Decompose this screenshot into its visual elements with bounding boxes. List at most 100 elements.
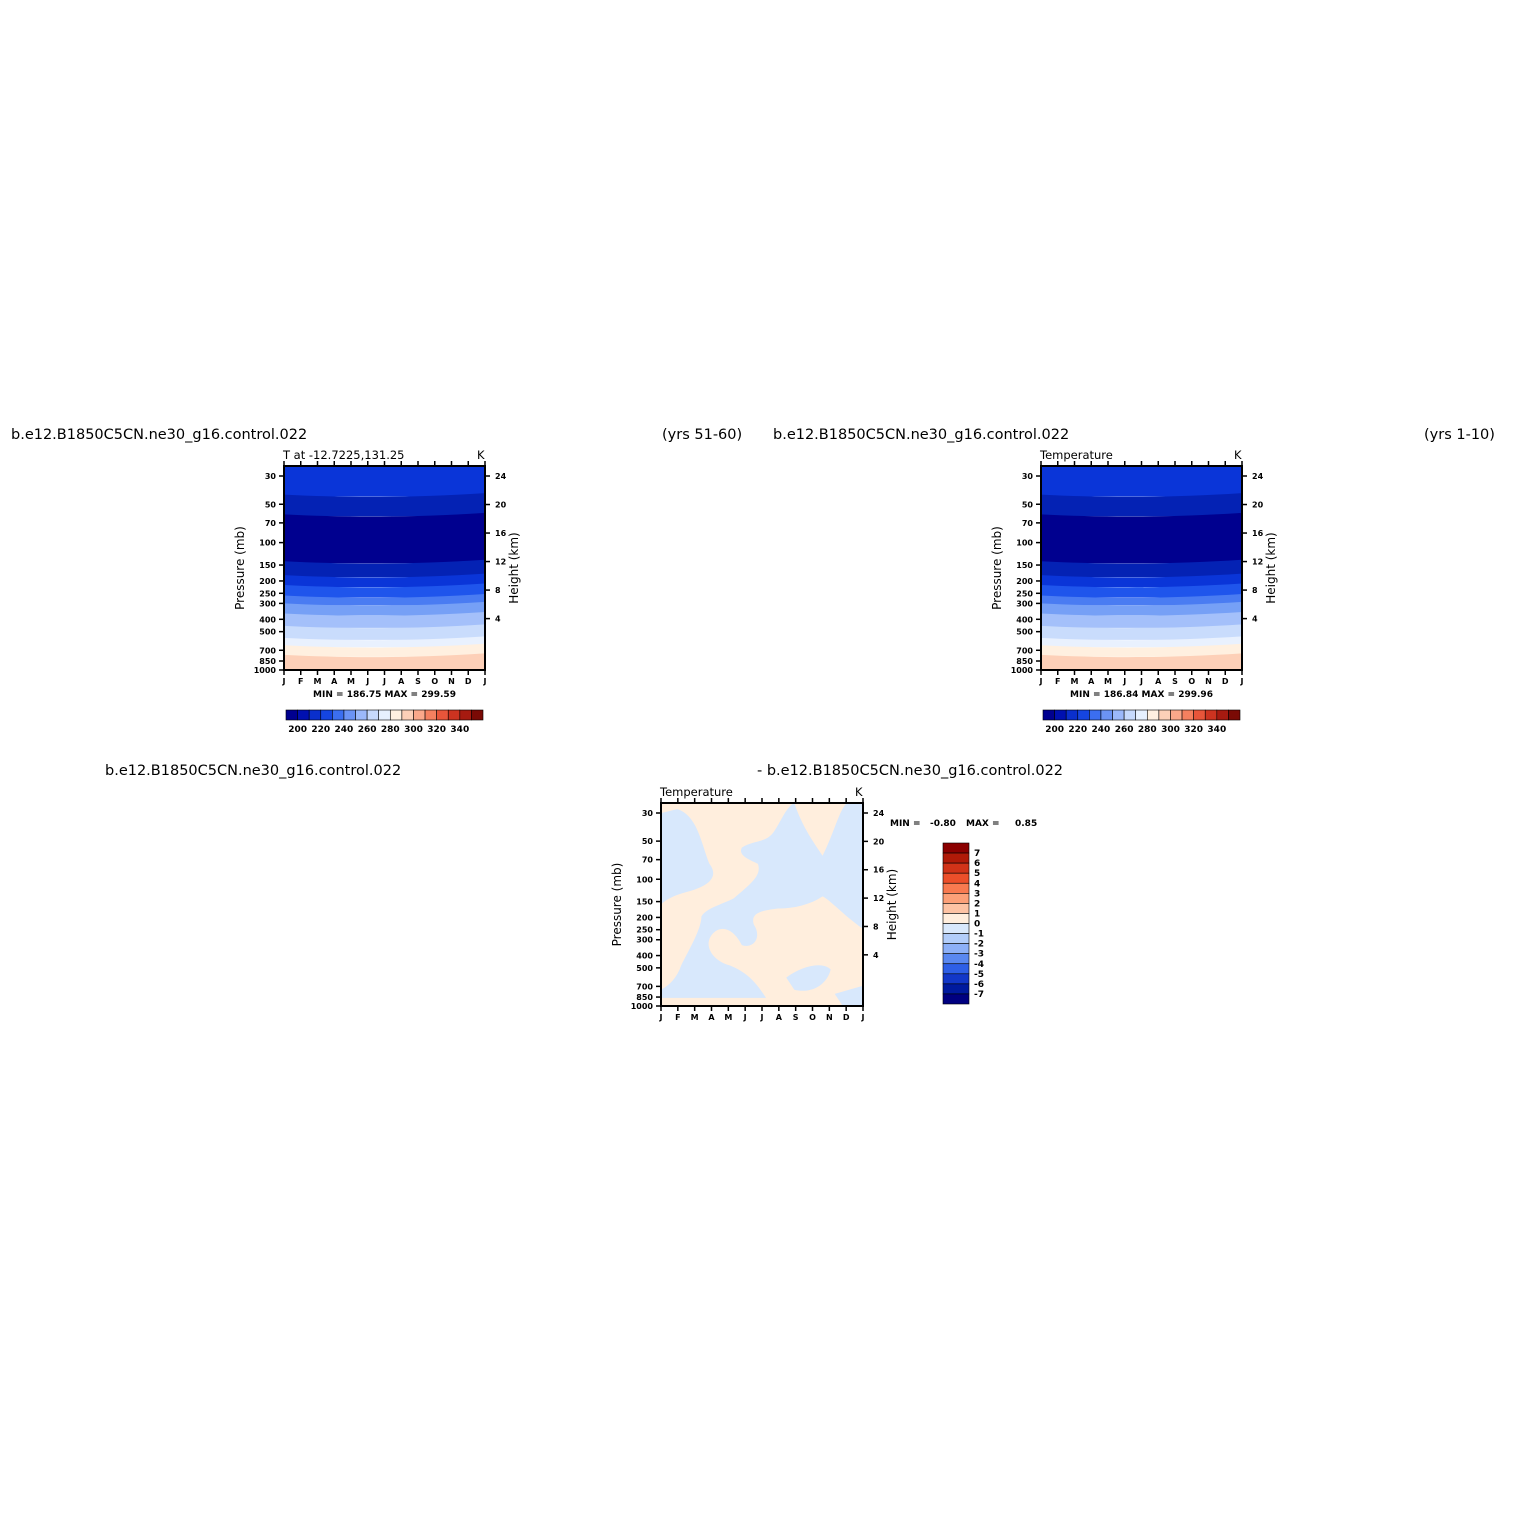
right-y2label: Height (km) — [1264, 532, 1278, 603]
right-ytick-label: 300 — [1016, 599, 1033, 608]
left-xtick-label: O — [431, 677, 438, 686]
right-colorbar-label: 200 — [1045, 725, 1064, 735]
diff-ytick-label: 850 — [636, 993, 653, 1002]
diff-case-title-right: - b.e12.B1850C5CN.ne30_g16.control.022 — [757, 763, 1064, 779]
left-band — [284, 593, 485, 606]
left-ytick-label: 1000 — [254, 666, 277, 675]
right-ytick-label: 500 — [1016, 628, 1033, 637]
diff-colorbar-label: 4 — [974, 879, 980, 889]
left-colorbar-swatch — [389, 709, 403, 721]
right-band — [1041, 601, 1242, 616]
right-case-title: b.e12.B1850C5CN.ne30_g16.control.022 — [773, 427, 1070, 443]
right-ytick-label: 30 — [1022, 472, 1034, 481]
diff-ytick-label: 700 — [636, 982, 653, 991]
right-colorbar-swatch — [1170, 709, 1183, 721]
right-ylabel: Pressure (mb) — [990, 526, 1004, 610]
right-ytick-label: 200 — [1016, 577, 1033, 586]
right-colorbar-label: 260 — [1115, 725, 1134, 735]
left-xtick-label: J — [282, 677, 286, 686]
diff-colorbar-label: -2 — [974, 940, 984, 950]
diff-negative-region — [786, 965, 831, 991]
diff-ytick-label: 70 — [642, 856, 654, 865]
right-y2tick-label: 16 — [1252, 529, 1264, 538]
left-colorbar-swatch — [355, 709, 368, 721]
right-band — [1041, 611, 1242, 628]
left-xtick-label: M — [314, 677, 322, 686]
right-y2tick-label: 12 — [1252, 558, 1263, 567]
left-ytick-label: 250 — [259, 589, 276, 598]
left-ytick-label: 30 — [265, 472, 277, 481]
diff-ytick-label: 150 — [636, 898, 653, 907]
diff-y2tick-label: 8 — [873, 922, 879, 931]
right-xtick-label: J — [1039, 677, 1043, 686]
right-colorbar-swatch — [1065, 709, 1079, 721]
right-years-label: (yrs 1-10) — [1424, 427, 1495, 443]
diff-colorbar-swatch — [942, 993, 970, 1005]
diff-xtick-label: M — [724, 1013, 732, 1022]
right-band — [1041, 559, 1242, 578]
diff-colorbar-label: 6 — [974, 859, 980, 869]
left-ytick-label: 700 — [259, 646, 276, 655]
left-minmax: MIN = 186.75 MAX = 299.59 — [313, 690, 456, 700]
right-ytick-label: 100 — [1016, 539, 1033, 548]
left-colorbar-swatch — [471, 709, 484, 721]
diff-colorbar-swatch — [942, 913, 970, 924]
right-ytick-label: 70 — [1022, 519, 1034, 528]
right-band — [1041, 636, 1242, 648]
left-colorbar-label: 200 — [288, 725, 307, 735]
left-colorbar-swatch — [343, 709, 356, 721]
diff-colorbar-label: -6 — [974, 980, 984, 990]
diff-colorbar-swatch — [942, 852, 970, 864]
diff-colorbar-label: -3 — [974, 950, 984, 960]
left-ytick-label: 150 — [259, 561, 276, 570]
right-colorbar-swatch — [1054, 709, 1067, 721]
left-y2tick-label: 12 — [495, 558, 506, 567]
left-colorbar-swatch — [401, 709, 414, 721]
diff-colorbar-swatch — [942, 903, 970, 914]
diff-colorbar-label: -4 — [974, 960, 984, 970]
right-y2tick-label: 24 — [1252, 472, 1264, 481]
diff-xtick-label: N — [826, 1013, 833, 1022]
left-y2label: Height (km) — [507, 532, 521, 603]
diff-y2label: Height (km) — [885, 869, 899, 940]
left-colorbar-swatch — [285, 709, 298, 721]
left-ytick-label: 850 — [259, 657, 276, 666]
right-colorbar-swatch — [1100, 709, 1113, 721]
left-band — [284, 466, 485, 497]
left-ytick-label: 100 — [259, 539, 276, 548]
left-band — [284, 601, 485, 616]
diff-xtick-label: M — [691, 1013, 699, 1022]
diff-xtick-label: A — [776, 1013, 783, 1022]
diff-colorbar-swatch — [942, 882, 970, 894]
diff-xtick-label: O — [809, 1013, 816, 1022]
right-ytick-label: 50 — [1022, 500, 1034, 509]
left-band — [284, 636, 485, 648]
left-band — [284, 624, 485, 640]
left-xtick-label: M — [347, 677, 355, 686]
left-plot: J F M A M J J A S O N D J305070100150200250300400500… — [233, 461, 521, 735]
diff-negative-region — [661, 803, 863, 998]
right-colorbar-swatch — [1204, 709, 1218, 721]
left-y2tick-label: 20 — [495, 501, 507, 510]
right-ytick-label: 700 — [1016, 646, 1033, 655]
diff-xtick-label: J — [659, 1013, 663, 1022]
left-colorbar-label: 340 — [450, 725, 469, 735]
diff-colorbar-label: 0 — [974, 920, 980, 930]
left-ytick-label: 300 — [259, 599, 276, 608]
right-ytick-label: 400 — [1016, 615, 1033, 624]
right-xtick-label: O — [1188, 677, 1195, 686]
diff-ytick-label: 500 — [636, 964, 653, 973]
left-colorbar-swatch — [366, 709, 380, 721]
right-colorbar-swatch — [1077, 709, 1090, 721]
right-colorbar: 200 220 240 260 280 300 320 340 — [1042, 709, 1241, 735]
left-band — [284, 493, 485, 517]
left-colorbar-swatch — [308, 709, 322, 721]
left-band — [284, 653, 485, 670]
right-colorbar-swatch — [1193, 709, 1206, 721]
diff-xtick-label: S — [793, 1013, 799, 1022]
diff-xtick-label: J — [861, 1013, 865, 1022]
diff-colorbar-swatch — [942, 943, 970, 954]
left-y2tick-label: 8 — [495, 586, 501, 595]
left-contours — [284, 466, 485, 670]
